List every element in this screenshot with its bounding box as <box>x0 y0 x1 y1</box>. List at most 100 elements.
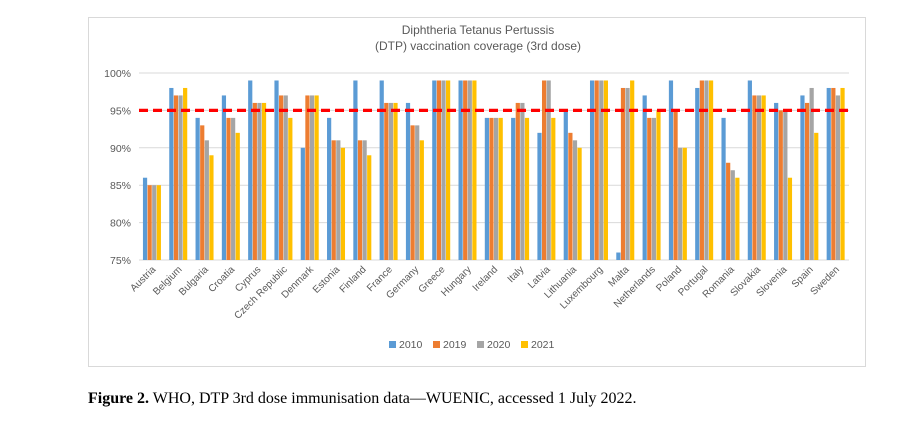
bar-2010-slovakia <box>747 80 752 260</box>
y-tick-label: 75% <box>110 255 131 267</box>
bar-2020-estonia <box>336 140 341 260</box>
bar-2020-romania <box>730 170 735 260</box>
bar-2020-denmark <box>309 95 315 260</box>
bar-2019-hungary <box>463 80 468 260</box>
bar-2020-greece <box>441 80 446 260</box>
bar-2019-estonia <box>331 140 336 260</box>
bar-2010-belgium <box>169 87 174 261</box>
bar-2010-poland <box>668 80 674 260</box>
legend-swatch-2021 <box>521 341 528 348</box>
bar-2019-portugal <box>699 80 704 260</box>
bar-2019-ireland <box>489 117 494 260</box>
bar-2010-luxembourg <box>589 80 595 260</box>
bar-2020-portugal <box>704 80 709 260</box>
bar-2021-portugal <box>708 80 714 260</box>
bar-2010-czech-republic <box>274 80 279 260</box>
chart-subtitle: (DTP) vaccination coverage (3rd dose) <box>375 39 581 53</box>
bar-2010-germany <box>405 102 411 260</box>
x-tick-label: Italy <box>506 264 527 285</box>
bar-2020-sweden <box>835 95 841 260</box>
bar-2021-bulgaria <box>209 155 214 260</box>
bar-2021-poland <box>682 147 687 260</box>
bar-2020-spain <box>809 87 814 261</box>
bar-2010-netherlands <box>642 95 647 260</box>
bar-2021-finland <box>367 155 372 260</box>
bar-2019-slovakia <box>752 95 757 260</box>
legend-swatch-2020 <box>477 341 484 348</box>
bar-2019-denmark <box>305 95 310 260</box>
bar-2021-spain <box>814 132 819 260</box>
y-tick-label: 80% <box>110 218 131 230</box>
bar-2020-malta <box>625 87 630 261</box>
y-tick-label: 85% <box>110 180 131 192</box>
legend-label-2021: 2021 <box>531 339 555 351</box>
bar-2021-austria <box>156 185 161 260</box>
bar-2021-slovakia <box>761 95 766 260</box>
bar-2019-greece <box>436 80 442 260</box>
bar-2010-sweden <box>826 87 831 261</box>
legend-label-2020: 2020 <box>487 339 511 351</box>
bar-2010-cyprus <box>248 80 253 260</box>
bar-2020-luxembourg <box>599 80 604 260</box>
bar-2021-greece <box>446 80 451 260</box>
bar-2010-austria <box>142 177 148 260</box>
bar-2010-lithuania <box>563 110 568 261</box>
y-tick-label: 100% <box>104 68 131 80</box>
bar-2021-belgium <box>183 87 188 261</box>
bar-2019-croatia <box>226 117 231 260</box>
bar-2020-france <box>388 102 394 260</box>
x-axis-labels: AustriaBelgiumBulgariaCroatiaCyprusCzech… <box>128 264 841 322</box>
bar-2019-luxembourg <box>594 80 599 260</box>
bar-2021-ireland <box>498 117 503 260</box>
bar-2019-slovenia <box>778 110 783 261</box>
y-tick-label: 95% <box>110 105 131 117</box>
bar-2021-cyprus <box>261 102 267 260</box>
bar-2010-spain <box>800 95 805 260</box>
bar-2020-netherlands <box>651 117 656 260</box>
bar-2020-slovakia <box>756 95 762 260</box>
bar-2021-romania <box>735 177 740 260</box>
bar-2010-greece <box>432 80 437 260</box>
bar-2019-poland <box>673 110 678 261</box>
bar-2019-spain <box>804 102 810 260</box>
chart-container: 75% 80% 85% 90% 95% 100% Austria Belgium Bulgar… <box>88 17 866 367</box>
bar-2020-latvia <box>546 80 551 260</box>
bar-2019-netherlands <box>647 117 652 260</box>
bar-2020-croatia <box>231 117 236 260</box>
bar-2021-denmark <box>314 95 319 260</box>
bar-2010-ireland <box>484 117 489 260</box>
bar-2021-croatia <box>235 132 240 260</box>
bar-2010-denmark <box>300 147 305 260</box>
bar-2020-finland <box>362 140 367 260</box>
bar-2021-malta <box>630 80 635 260</box>
bar-2010-italy <box>511 117 516 260</box>
bar-2010-hungary <box>458 80 463 260</box>
bar-2019-lithuania <box>568 132 573 260</box>
bars <box>142 80 845 261</box>
bar-2020-poland <box>678 147 683 260</box>
legend-label-2019: 2019 <box>443 339 467 351</box>
bar-2020-ireland <box>494 117 499 260</box>
bar-2021-slovenia <box>787 177 793 260</box>
bar-2020-lithuania <box>572 140 578 260</box>
bar-2021-france <box>393 102 398 260</box>
bar-2019-bulgaria <box>200 125 205 260</box>
bar-2021-italy <box>524 117 530 260</box>
x-tick-label: Bulgaria <box>177 264 211 298</box>
bar-2019-italy <box>515 102 520 260</box>
bar-2019-cyprus <box>252 102 257 260</box>
bar-2021-sweden <box>840 87 845 261</box>
bar-2020-slovenia <box>783 110 788 261</box>
bar-2010-latvia <box>537 132 542 260</box>
bar-2019-sweden <box>831 87 836 261</box>
bar-chart: 75% 80% 85% 90% 95% 100% AustriaBelgiumBulgar… <box>104 23 849 351</box>
bar-2020-belgium <box>178 95 183 260</box>
bar-2020-bulgaria <box>204 140 209 260</box>
bar-2019-austria <box>147 185 152 260</box>
bar-2010-slovenia <box>774 102 779 260</box>
bar-2020-italy <box>520 102 525 260</box>
x-tick-label: Sweden <box>809 264 842 297</box>
bar-2010-finland <box>353 80 358 260</box>
bar-2021-czech-republic <box>288 117 293 260</box>
bar-2021-lithuania <box>577 147 582 260</box>
